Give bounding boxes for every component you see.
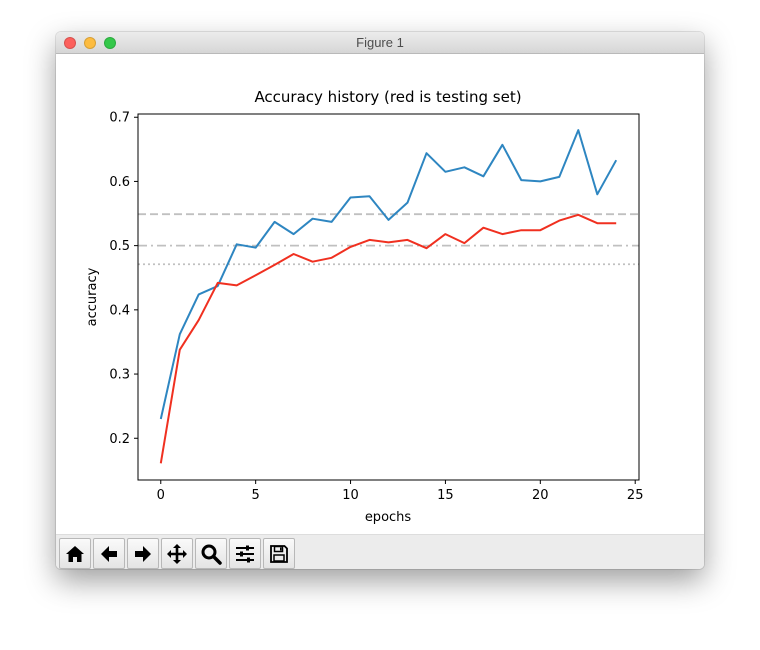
navigation-toolbar: [56, 534, 704, 569]
series-line-0: [159, 129, 618, 420]
y-tick-label: 0.4: [109, 303, 130, 318]
configure-subplots-button[interactable]: [229, 538, 261, 569]
home-icon: [66, 545, 84, 562]
forward-button[interactable]: [127, 538, 159, 569]
figure-window: Figure 1 0 5 10 15 20 25 0.2 0.3 0.4 0.5 0.6 0.7 A…: [56, 32, 704, 569]
pan-button[interactable]: [161, 538, 193, 569]
arrow-right-icon: [135, 545, 151, 562]
y-tick-label: 0.2: [109, 432, 130, 447]
y-axis-ticks: 0.2 0.3 0.4 0.5 0.6 0.7: [109, 111, 138, 447]
home-button[interactable]: [59, 538, 91, 569]
series-line-1: [159, 213, 617, 464]
y-tick-label: 0.5: [109, 239, 130, 254]
x-tick-label: 25: [627, 488, 644, 503]
x-tick-label: 0: [157, 488, 165, 503]
close-button[interactable]: [64, 37, 76, 49]
y-axis-label: accuracy: [85, 267, 100, 326]
chart-title: Accuracy history (red is testing set): [254, 88, 521, 106]
floppy-disk-icon: [270, 544, 288, 563]
axes-frame: [137, 113, 640, 481]
reference-lines: [138, 213, 639, 266]
x-tick-label: 5: [252, 488, 260, 503]
zoom-rect-button[interactable]: [195, 538, 227, 569]
x-tick-label: 10: [342, 488, 359, 503]
move-arrows-icon: [167, 543, 187, 564]
chart-canvas[interactable]: 0 5 10 15 20 25 0.2 0.3 0.4 0.5 0.6 0.7 Accuracy h…: [56, 54, 704, 534]
back-button[interactable]: [93, 538, 125, 569]
x-axis-label: epochs: [365, 510, 412, 525]
sliders-icon: [236, 545, 254, 562]
y-tick-label: 0.7: [109, 111, 130, 126]
y-tick-label: 0.3: [109, 368, 130, 383]
magnifier-icon: [201, 544, 222, 565]
zoom-button[interactable]: [104, 37, 116, 49]
x-tick-label: 20: [532, 488, 549, 503]
title-bar[interactable]: Figure 1: [56, 32, 704, 54]
x-tick-label: 15: [437, 488, 454, 503]
arrow-left-icon: [101, 545, 117, 562]
save-button[interactable]: [263, 538, 295, 569]
minimize-button[interactable]: [84, 37, 96, 49]
window-title: Figure 1: [356, 35, 404, 50]
series-lines: [159, 129, 618, 464]
y-tick-label: 0.6: [109, 175, 130, 190]
x-axis-ticks: 0 5 10 15 20 25: [157, 480, 644, 503]
